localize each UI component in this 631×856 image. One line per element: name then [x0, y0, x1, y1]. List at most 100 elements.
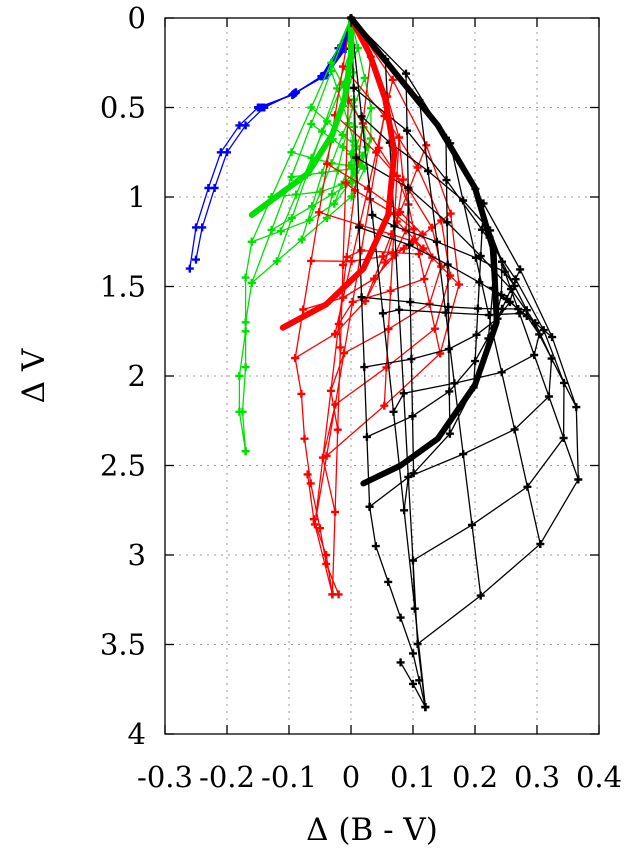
- data-point: [342, 253, 351, 262]
- data-point: [287, 214, 296, 223]
- mesh-line: [449, 143, 541, 545]
- y-tick-label: 0: [128, 1, 146, 35]
- data-point: [357, 112, 366, 121]
- data-point: [326, 386, 335, 395]
- data-point: [307, 256, 316, 265]
- mesh-line: [262, 17, 352, 109]
- data-point: [475, 278, 484, 287]
- data-point: [349, 83, 358, 92]
- x-tick-label: 0.3: [514, 760, 560, 794]
- data-point: [299, 305, 308, 314]
- data-point: [327, 58, 336, 67]
- data-point: [362, 432, 371, 441]
- data-point: [307, 103, 316, 112]
- data-point: [560, 378, 568, 387]
- mesh-line: [294, 17, 352, 359]
- data-point: [507, 285, 515, 294]
- data-point: [303, 470, 312, 479]
- data-point: [444, 302, 453, 311]
- data-point: [444, 345, 453, 354]
- mesh-edge: [306, 474, 334, 595]
- data-point: [322, 559, 331, 568]
- data-point: [367, 104, 375, 113]
- data-point: [443, 218, 452, 227]
- data-point: [419, 244, 428, 253]
- y-tick-label: 3.5: [100, 628, 146, 662]
- data-point: [497, 368, 506, 377]
- mesh-line: [350, 17, 494, 508]
- y-tick-label: 3: [128, 538, 146, 572]
- data-point: [468, 520, 476, 529]
- mesh-line: [260, 17, 352, 109]
- data-point: [420, 275, 429, 283]
- mesh-line: [303, 99, 410, 311]
- data-point: [241, 273, 250, 282]
- data-point: [498, 304, 506, 313]
- data-point: [450, 379, 459, 388]
- mesh-line: [361, 115, 503, 438]
- data-point: [399, 244, 408, 253]
- data-point: [395, 305, 404, 314]
- data-point: [328, 190, 337, 199]
- data-point: [498, 257, 506, 266]
- data-point: [241, 363, 250, 372]
- data-point: [355, 223, 363, 232]
- data-point: [318, 127, 326, 136]
- data-point: [272, 257, 281, 266]
- data-point: [390, 210, 399, 219]
- data-point: [260, 103, 269, 112]
- data-point: [396, 208, 405, 216]
- mesh-edge: [195, 107, 265, 260]
- data-point: [430, 324, 439, 333]
- data-point: [547, 354, 556, 363]
- data-point: [307, 120, 316, 128]
- data-point: [522, 312, 531, 320]
- data-point: [515, 309, 524, 318]
- y-tick-label: 2: [128, 359, 146, 393]
- y-tick-label: 4: [128, 717, 146, 751]
- data-point: [473, 304, 482, 313]
- mesh-line: [445, 137, 451, 434]
- data-point: [384, 577, 393, 586]
- data-point: [409, 469, 418, 478]
- data-point: [523, 482, 532, 491]
- mesh-edge: [189, 107, 259, 269]
- mesh-line: [261, 17, 352, 109]
- data-point: [396, 658, 405, 667]
- data-point: [331, 508, 340, 516]
- data-point: [198, 223, 207, 232]
- x-tick-label: -0.2: [199, 760, 255, 794]
- data-point: [241, 318, 250, 327]
- mesh-line: [402, 179, 441, 354]
- data-point: [338, 130, 347, 139]
- data-point: [574, 475, 583, 484]
- data-point: [380, 401, 389, 410]
- data-point: [350, 122, 358, 131]
- data-point: [443, 260, 452, 269]
- x-tick-label: 0.4: [576, 760, 622, 794]
- mesh-line: [259, 17, 352, 109]
- data-point: [360, 363, 369, 372]
- data-point: [331, 400, 340, 409]
- data-point: [421, 703, 430, 712]
- data-point: [536, 540, 545, 548]
- data-point: [339, 261, 347, 269]
- mesh-line: [260, 17, 352, 109]
- data-point: [238, 407, 247, 416]
- x-tick-label: 0: [342, 760, 360, 794]
- x-tick-label: 0.1: [390, 760, 436, 794]
- data-point: [476, 591, 485, 600]
- data-point: [331, 329, 339, 338]
- data-point: [316, 187, 325, 196]
- data-point: [287, 148, 296, 157]
- data-point: [407, 355, 416, 364]
- data-point: [353, 44, 362, 52]
- data-point: [511, 275, 520, 284]
- data-point: [368, 210, 377, 219]
- data-point: [185, 264, 194, 273]
- data-point: [351, 168, 359, 177]
- data-point: [386, 286, 395, 295]
- data-point: [333, 425, 342, 434]
- data-point: [357, 293, 366, 302]
